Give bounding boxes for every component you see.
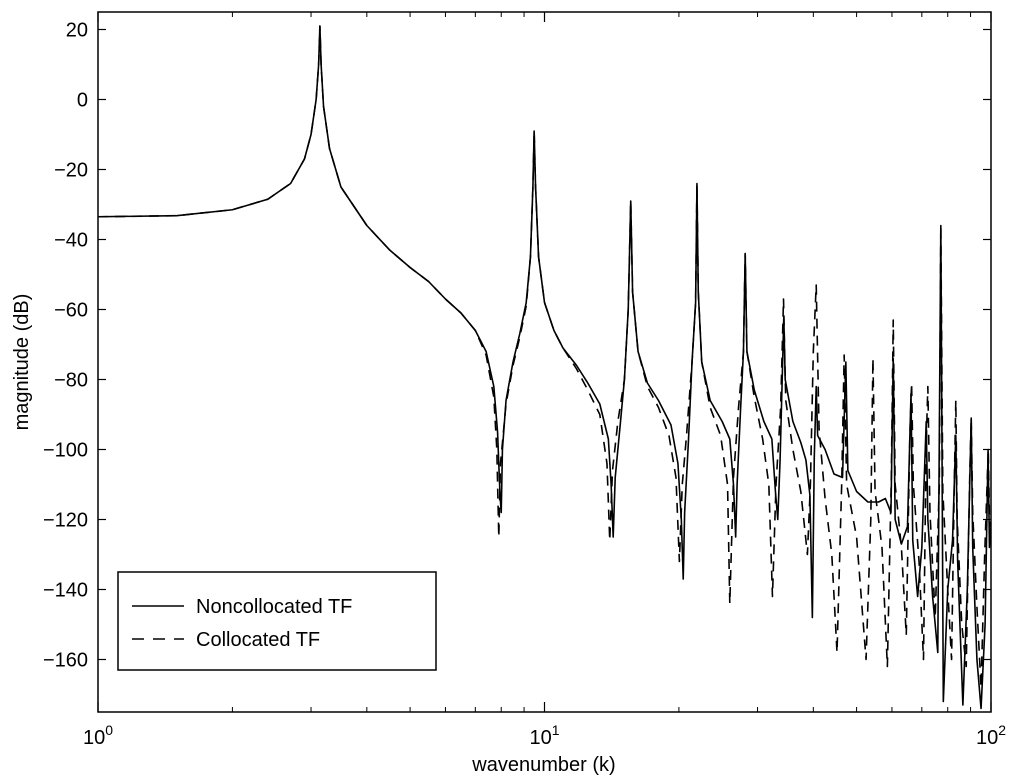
y-tick-label: −40: [54, 230, 88, 252]
y-tick-label: 20: [66, 20, 88, 42]
y-tick-label: −60: [54, 300, 88, 322]
legend-label-collocated: Collocated TF: [196, 629, 320, 651]
y-tick-label: −100: [43, 440, 88, 462]
series-layer: [98, 25, 991, 710]
x-tick-label: 102: [976, 722, 1006, 749]
x-tick-label: 100: [83, 722, 113, 749]
y-tick-label: −80: [54, 370, 88, 392]
legend-label-noncollocated: Noncollocated TF: [196, 596, 352, 618]
y-tick-label: −160: [43, 650, 88, 672]
ticks-layer: 20 0 −20 −40 −60 −80 −100 −120 −140 −160 100 101 102: [43, 12, 1006, 749]
y-tick-label: −140: [43, 580, 88, 602]
y-tick-label: −120: [43, 510, 88, 532]
y-tick-label: 0: [77, 90, 88, 112]
x-axis-label: wavenumber (k): [471, 754, 615, 776]
x-tick-label: 101: [529, 722, 559, 749]
legend: Noncollocated TF Collocated TF: [117, 571, 437, 671]
series-line-collocated: [98, 25, 991, 689]
y-axis-label: magnitude (dB): [11, 294, 33, 431]
y-tick-label: −20: [54, 160, 88, 182]
legend-box: [117, 571, 437, 671]
